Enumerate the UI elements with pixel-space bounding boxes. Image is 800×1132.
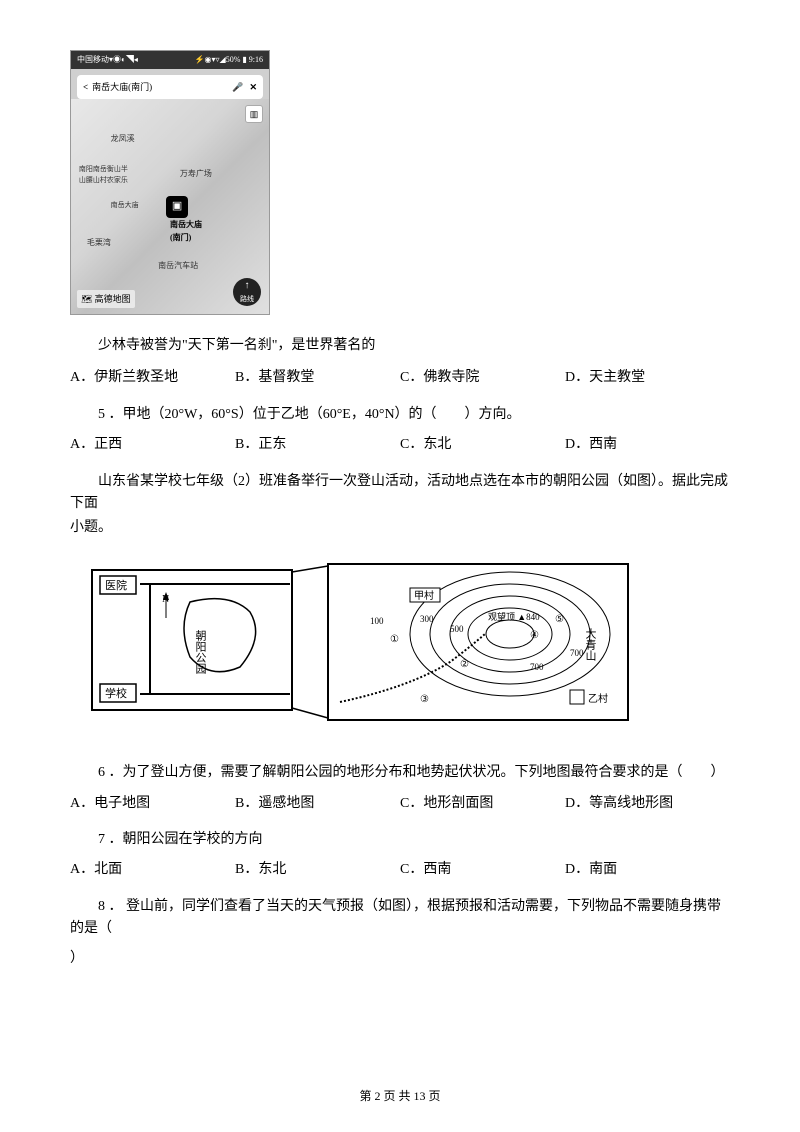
mark-2: ②	[460, 659, 469, 670]
map-label-nanyuedaming: 南岳大庙	[111, 200, 139, 211]
back-chevron-icon: <	[83, 80, 88, 94]
q6-option-a: A．电子地图	[70, 793, 235, 815]
map-screenshot-figure: 中国移动▾◉◐◥◂ ⚡◉▾▿◢50% ▮ 9:16 < 南岳大庙(南门) 🎤 ✕…	[70, 50, 270, 315]
q5-option-c: C．东北	[400, 434, 565, 456]
q7-option-c: C．西南	[400, 859, 565, 881]
q6-option-b: B．遥感地图	[235, 793, 400, 815]
q5-options: A．正西 B．正东 C．东北 D．西南	[70, 434, 730, 456]
q7-stem: 7 ．朝阳公园在学校的方向	[70, 829, 730, 851]
close-icon: ✕	[249, 80, 257, 94]
q8-stem-line2: ）	[70, 948, 730, 970]
footer-suffix: 页	[426, 1089, 441, 1103]
q6-stem: 6 ．为了登山方便，需要了解朝阳公园的地形分布和地势起伏状况。下列地图最符合要求…	[70, 762, 730, 784]
route-label: 路线	[240, 294, 254, 305]
q6-option-c: C．地形剖面图	[400, 793, 565, 815]
topo-figure: 医院 学校 N 朝阳公园 甲村 乙村 观望顶 ▲840 大青山 100 300 …	[90, 562, 630, 722]
map-brand-label: 🗺 高德地图	[77, 290, 135, 308]
label-peak: 观望顶 ▲840	[488, 611, 540, 622]
search-text: 南岳大庙(南门)	[92, 80, 232, 94]
page-footer: 第 2 页 共 13 页	[0, 1087, 800, 1106]
q7-option-a: A．北面	[70, 859, 235, 881]
route-button-icon: ↑ 路线	[233, 278, 261, 306]
label-park: 朝阳公园	[194, 629, 207, 674]
q7-option-b: B．东北	[235, 859, 400, 881]
q4-option-d: D．天主教堂	[565, 367, 730, 389]
q4-stem: 少林寺被誉为"天下第一名刹"，是世界著名的	[70, 335, 730, 357]
q7-option-d: D．南面	[565, 859, 730, 881]
q5-option-a: A．正西	[70, 434, 235, 456]
mark-1: ①	[390, 634, 399, 645]
map-label-wanshou: 万寿广场	[180, 168, 212, 181]
contour-700b: 700	[570, 648, 584, 658]
label-daqing: 大青山	[584, 626, 597, 660]
footer-total: 13	[414, 1089, 426, 1103]
label-jiacun: 甲村	[414, 589, 434, 602]
q5-option-b: B．正东	[235, 434, 400, 456]
mic-icon: 🎤	[232, 80, 243, 94]
q5-option-d: D．西南	[565, 434, 730, 456]
q4-option-b: B．基督教堂	[235, 367, 400, 389]
footer-prefix: 第	[359, 1089, 374, 1103]
q4-option-a: A．伊斯兰教圣地	[70, 367, 235, 389]
mark-5: ⑤	[555, 614, 564, 625]
q8-stem-line1: 8 ． 登山前，同学们查看了当天的天气预报（如图），根据预报和活动需要，下列物品…	[70, 896, 730, 941]
map-pin-label: 南岳大庙 (南门)	[170, 219, 202, 245]
map-label-busstation: 南岳汽车站	[158, 260, 198, 273]
q6-option-d: D．等高线地形图	[565, 793, 730, 815]
label-school: 学校	[105, 686, 127, 700]
contour-100: 100	[370, 616, 384, 626]
label-hospital: 医院	[105, 578, 127, 592]
mark-4: ④	[530, 630, 539, 641]
label-yicun: 乙村	[588, 692, 608, 705]
q4-options: A．伊斯兰教圣地 B．基督教堂 C．佛教寺院 D．天主教堂	[70, 367, 730, 389]
mark-3: ③	[420, 694, 429, 705]
status-right: ⚡◉▾▿◢50% ▮ 9:16	[195, 54, 263, 67]
q6-options: A．电子地图 B．遥感地图 C．地形剖面图 D．等高线地形图	[70, 793, 730, 815]
map-search-bar: < 南岳大庙(南门) 🎤 ✕	[77, 75, 263, 99]
contour-700a: 700	[530, 662, 544, 672]
map-label-longfengxi: 龙凤溪	[111, 133, 135, 146]
q5-stem: 5 ．甲地（20°W，60°S）位于乙地（60°E，40°N）的（ ）方向。	[70, 404, 730, 426]
scenario-intro-line2: 小题。	[70, 517, 730, 539]
map-label-shanlu: 南阳南岳衡山半 山腰山村农家乐	[79, 164, 128, 186]
layers-icon: ▥	[245, 105, 263, 123]
q7-options: A．北面 B．东北 C．西南 D．南面	[70, 859, 730, 881]
phone-status-bar: 中国移动▾◉◐◥◂ ⚡◉▾▿◢50% ▮ 9:16	[71, 51, 269, 69]
map-pin-icon: ▣	[166, 196, 188, 218]
map-label-maoqiwan: 毛栗湾	[87, 237, 111, 250]
contour-300: 300	[420, 614, 434, 624]
scenario-intro-line1: 山东省某学校七年级（2）班准备举行一次登山活动，活动地点选在本市的朝阳公园（如图…	[70, 471, 730, 516]
q4-option-c: C．佛教寺院	[400, 367, 565, 389]
contour-500: 500	[450, 624, 464, 634]
status-left: 中国移动▾◉◐◥◂	[77, 54, 138, 67]
map-canvas: ▥ 龙凤溪 万寿广场 南岳大庙 南岳汽车站 毛栗湾 南阳南岳衡山半 山腰山村农家…	[71, 99, 269, 314]
footer-mid: 页 共	[380, 1089, 413, 1103]
